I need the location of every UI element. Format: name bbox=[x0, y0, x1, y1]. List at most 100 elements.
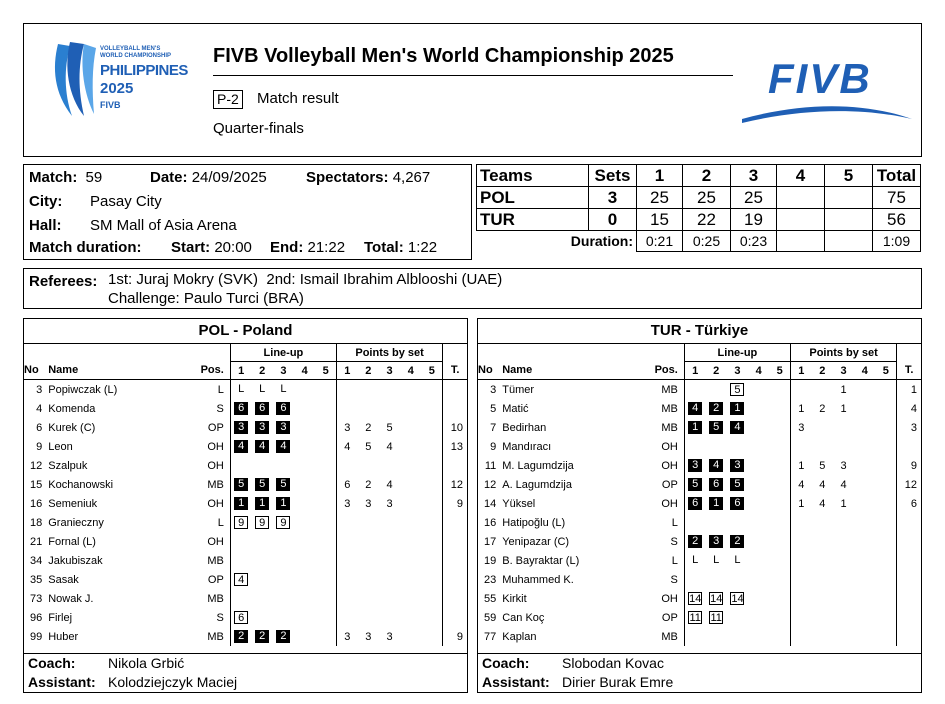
lineup-cell bbox=[273, 570, 294, 589]
score-header-teams: Teams bbox=[476, 164, 589, 187]
substitute-box: 9 bbox=[276, 516, 291, 529]
lineup-cell: 4 bbox=[683, 399, 706, 418]
points-cell: 3 bbox=[386, 497, 393, 510]
points-set-header: 3 bbox=[378, 361, 401, 380]
lineup-header: Line-up bbox=[229, 344, 337, 362]
lineup-cell bbox=[683, 379, 706, 399]
player-total bbox=[442, 456, 467, 475]
lineup-cell bbox=[294, 475, 315, 494]
lineup-cell: 3 bbox=[727, 456, 748, 475]
points-cell bbox=[400, 380, 421, 400]
player-name: Kochanowski bbox=[48, 478, 114, 491]
points-cell bbox=[358, 513, 379, 532]
player-total bbox=[896, 608, 921, 627]
player-number: 16 bbox=[29, 497, 43, 510]
player-name: Can Koç bbox=[502, 611, 545, 624]
document-code: P-2 bbox=[213, 90, 243, 109]
starting-rotation-box: 6 bbox=[730, 497, 745, 510]
points-cell: 3 bbox=[365, 497, 372, 510]
player-position: OH bbox=[207, 440, 224, 453]
lineup-cell bbox=[315, 418, 336, 437]
starting-rotation-box: 1 bbox=[255, 497, 270, 510]
starting-rotation-box: 4 bbox=[688, 402, 703, 415]
points-cell bbox=[854, 380, 875, 400]
spacer-cell bbox=[442, 344, 467, 362]
player-row: 6 Kurek (C) OP 3 3 3 3 2 5 10 bbox=[24, 418, 467, 437]
points-header: Points by set bbox=[789, 344, 897, 362]
starting-rotation-box: 4 bbox=[234, 440, 249, 453]
player-number: 19 bbox=[483, 554, 497, 567]
player-number: 55 bbox=[483, 592, 497, 605]
points-cell bbox=[400, 494, 421, 513]
lineup-cell: 5 bbox=[273, 475, 294, 494]
player-number: 3 bbox=[490, 383, 497, 396]
lineup-cell bbox=[252, 608, 273, 627]
no-header: No bbox=[478, 361, 501, 380]
lineup-cell bbox=[727, 437, 748, 456]
score-set bbox=[824, 186, 873, 209]
lineup-set-header: 1 bbox=[683, 361, 706, 380]
score-total: 75 bbox=[872, 186, 921, 209]
starting-rotation-box: 4 bbox=[276, 440, 291, 453]
starting-rotation-box: 4 bbox=[709, 459, 724, 472]
substitute-box: 9 bbox=[234, 516, 249, 529]
coach-label: Coach: bbox=[482, 655, 530, 671]
page-title: FIVB Volleyball Men's World Championship… bbox=[213, 45, 674, 67]
points-cell bbox=[358, 399, 379, 418]
lineup-cell: 2 bbox=[252, 627, 273, 646]
date-label: Date: bbox=[150, 169, 188, 186]
lineup-cell bbox=[315, 380, 336, 400]
lineup-cell bbox=[683, 627, 706, 646]
points-set-header: 1 bbox=[789, 361, 812, 380]
lineup-cell bbox=[748, 589, 769, 608]
lineup-set-header: 4 bbox=[748, 361, 770, 380]
libero-mark: L bbox=[713, 554, 720, 566]
volleyball-wing-icon bbox=[54, 42, 96, 116]
fivb-logo-text: FIVB bbox=[768, 55, 872, 102]
lineup-cell bbox=[748, 494, 769, 513]
player-row: 7 Bedirhan MB 1 5 4 3 3 bbox=[478, 418, 921, 437]
lineup-cell bbox=[683, 513, 706, 532]
player-name: Yenipazar (C) bbox=[502, 535, 570, 548]
lineup-cell bbox=[727, 627, 748, 646]
points-cell bbox=[400, 551, 421, 570]
points-cell bbox=[400, 589, 421, 608]
points-cell bbox=[854, 437, 875, 456]
lineup-cell: 3 bbox=[273, 418, 294, 437]
score-header-sets: Sets bbox=[588, 164, 637, 187]
points-cell bbox=[812, 437, 833, 456]
score-set bbox=[776, 208, 825, 231]
player-total bbox=[896, 589, 921, 608]
lineup-cell bbox=[769, 475, 790, 494]
lineup-cell: 1 bbox=[252, 494, 273, 513]
spectators-label: Spectators: bbox=[306, 169, 389, 186]
points-cell bbox=[335, 551, 358, 570]
lineup-cell: 14 bbox=[706, 589, 727, 608]
lineup-cell bbox=[769, 513, 790, 532]
points-cell bbox=[358, 551, 379, 570]
player-row: 3 Popiwczak (L) L L L L bbox=[24, 379, 467, 400]
player-position: OH bbox=[661, 459, 678, 472]
lineup-cell bbox=[294, 627, 315, 646]
player-name: Jakubiszak bbox=[48, 554, 103, 567]
player-number: 77 bbox=[483, 630, 497, 643]
lineup-cell: 4 bbox=[727, 418, 748, 437]
score-total: 56 bbox=[872, 208, 921, 231]
player-position: OP bbox=[661, 478, 678, 491]
logo-fivb-small: FIVB bbox=[100, 100, 121, 110]
points-cell bbox=[833, 608, 854, 627]
lineup-cell bbox=[229, 589, 252, 608]
lineup-cell: L bbox=[252, 380, 273, 400]
lineup-cell: 6 bbox=[229, 608, 252, 627]
player-row: 17 Yenipazar (C) S 2 3 2 bbox=[478, 532, 921, 551]
points-cell bbox=[421, 627, 442, 646]
starting-rotation-box: 3 bbox=[730, 459, 745, 472]
player-name: Firlej bbox=[48, 611, 73, 624]
points-cell: 1 bbox=[840, 383, 847, 396]
starting-rotation-box: 3 bbox=[709, 535, 724, 548]
player-total bbox=[896, 627, 921, 646]
lineup-cell bbox=[315, 532, 336, 551]
player-name: Yüksel bbox=[502, 497, 536, 510]
player-position: L bbox=[671, 554, 678, 567]
player-number: 12 bbox=[483, 478, 497, 491]
